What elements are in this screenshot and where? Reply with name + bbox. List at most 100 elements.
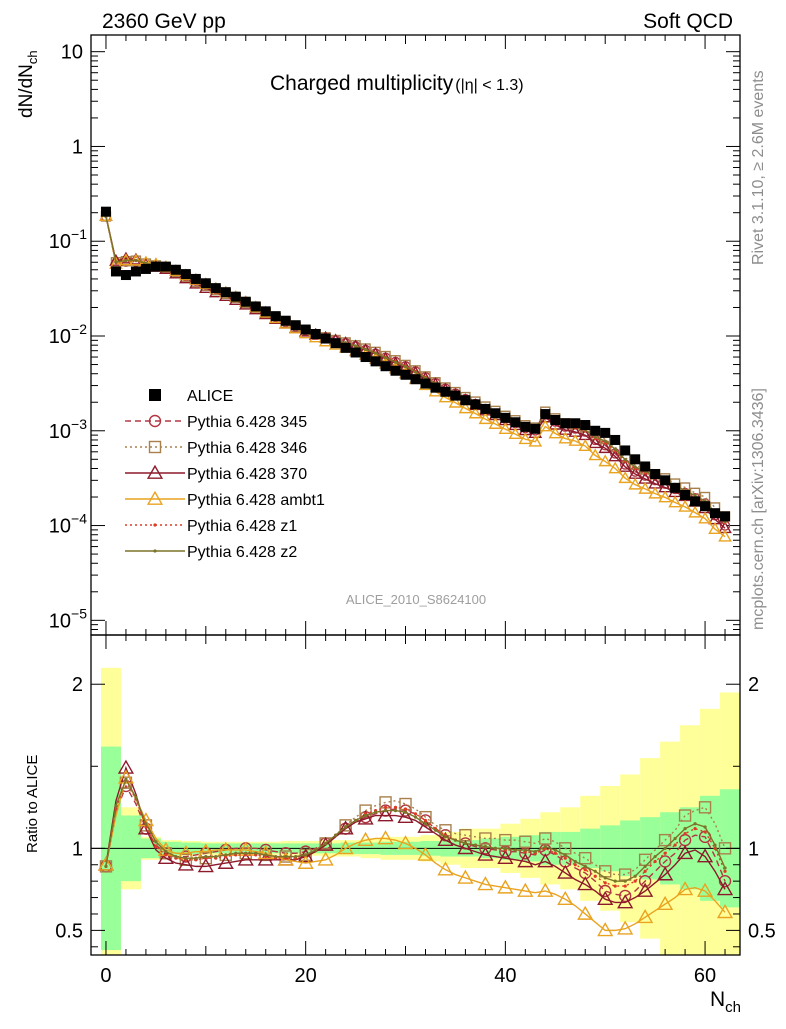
- ratio-series-marker: [499, 833, 512, 847]
- main-series-marker: [119, 253, 133, 266]
- ratio-series-marker: [274, 854, 278, 859]
- ratio-series-marker: [637, 908, 654, 924]
- ratio-series-marker: [603, 881, 607, 885]
- main-series-marker: [688, 505, 702, 518]
- data-point: [140, 263, 151, 274]
- ratio-series-marker: [617, 894, 634, 909]
- x-label-main: N: [710, 988, 725, 1011]
- main-series-marker: [114, 260, 118, 264]
- ratio-series-marker: [503, 846, 507, 850]
- data-point: [370, 356, 381, 367]
- data-point: [570, 418, 581, 429]
- ratio-series-marker: [678, 809, 692, 822]
- x-axis-label: Nch: [710, 988, 741, 1016]
- legend: ALICE Pythia 6.428 345 Pythia 6.428 346 Pyt…: [125, 388, 325, 561]
- ratio-series-marker: [663, 851, 667, 855]
- main-y-tick-label: 10−5: [49, 605, 87, 632]
- data-point: [580, 420, 591, 431]
- ratio-series-marker: [417, 846, 434, 861]
- ratio-series-marker: [403, 807, 408, 811]
- main-series-marker: [413, 370, 418, 374]
- ratio-series-marker: [117, 769, 135, 784]
- main-y-tick-label: 10−4: [49, 511, 87, 538]
- ratio-series-marker: [334, 833, 338, 837]
- ratio-series-marker: [164, 850, 168, 854]
- ratio-series-marker: [184, 856, 188, 860]
- ratio-series-marker: [713, 843, 717, 847]
- ratio-series-marker: [593, 874, 597, 878]
- data-point: [710, 508, 721, 519]
- data-point: [540, 409, 551, 420]
- data-point: [170, 264, 181, 275]
- ratio-series-marker: [633, 874, 637, 878]
- data-point: [660, 475, 671, 486]
- data-point: [430, 382, 441, 393]
- data-point: [480, 403, 491, 414]
- data-point: [650, 468, 661, 479]
- main-series-marker: [508, 427, 523, 440]
- data-point: [250, 301, 261, 312]
- legend-label-data: ALICE: [187, 388, 233, 405]
- ratio-series-marker: [657, 895, 674, 910]
- data-point: [500, 412, 511, 423]
- watermark: ALICE_2010_S8624100: [346, 592, 486, 607]
- data-point: [290, 320, 301, 331]
- main-series-marker: [598, 441, 613, 454]
- data-point: [340, 342, 351, 353]
- ratio-series-marker: [533, 850, 537, 854]
- data-point: [180, 269, 191, 280]
- main-series-marker: [134, 258, 138, 262]
- ratio-series-marker: [453, 838, 458, 842]
- ratio-series-marker: [124, 777, 128, 782]
- ratio-series-marker: [104, 864, 108, 868]
- main-series-marker: [458, 401, 473, 414]
- ratio-series-marker: [397, 835, 414, 850]
- data-point: [670, 482, 681, 493]
- ratio-series-marker: [197, 858, 214, 873]
- data-point: [280, 315, 291, 326]
- data-point: [380, 361, 391, 372]
- ratio-series-marker: [204, 854, 208, 859]
- ratio-series-marker: [563, 853, 567, 857]
- ratio-y-label: Ratio to ALICE: [24, 755, 41, 853]
- ratio-series-marker: [457, 840, 474, 855]
- ratio-series-marker: [597, 890, 614, 906]
- legend-marker: [153, 549, 157, 553]
- ratio-series-marker: [553, 851, 557, 855]
- ratio-series-marker: [557, 890, 574, 906]
- data-point: [100, 206, 111, 217]
- main-series-marker: [498, 422, 513, 435]
- ratio-series-marker: [117, 759, 135, 774]
- data-point: [150, 261, 161, 272]
- ratio-series-marker: [563, 856, 567, 860]
- ratio-series-marker: [357, 831, 374, 846]
- ratio-series-marker: [177, 856, 194, 871]
- ratio-series-marker: [254, 851, 258, 855]
- ratio-series-marker: [304, 853, 308, 857]
- ratio-series-marker: [164, 853, 168, 857]
- legend-label: Pythia 6.428 346: [187, 440, 307, 457]
- data-point: [440, 386, 451, 397]
- ratio-series-marker: [317, 836, 334, 851]
- ratio-series-marker: [423, 818, 428, 823]
- ratio-series-marker: [577, 905, 594, 920]
- data-point: [560, 418, 571, 429]
- ratio-series-marker: [217, 854, 234, 869]
- data-point: [310, 328, 321, 339]
- data-point: [220, 287, 231, 298]
- main-series-marker: [588, 448, 603, 461]
- ratio-series-marker: [643, 864, 647, 868]
- main-series-marker: [548, 426, 563, 439]
- main-series-marker: [528, 434, 543, 447]
- data-point: [260, 306, 271, 317]
- ratio-series-marker: [154, 840, 158, 844]
- ratio-series-marker: [537, 853, 554, 868]
- ratio-series-marker: [577, 876, 594, 891]
- ratio-frame: [90, 634, 741, 956]
- legend-marker: [146, 490, 164, 505]
- ratio-series-marker: [457, 869, 474, 884]
- ratio-series-marker: [523, 848, 527, 852]
- ratio-series-marker: [294, 854, 298, 859]
- ratio-series-marker: [723, 869, 727, 873]
- main-series-marker: [578, 439, 593, 451]
